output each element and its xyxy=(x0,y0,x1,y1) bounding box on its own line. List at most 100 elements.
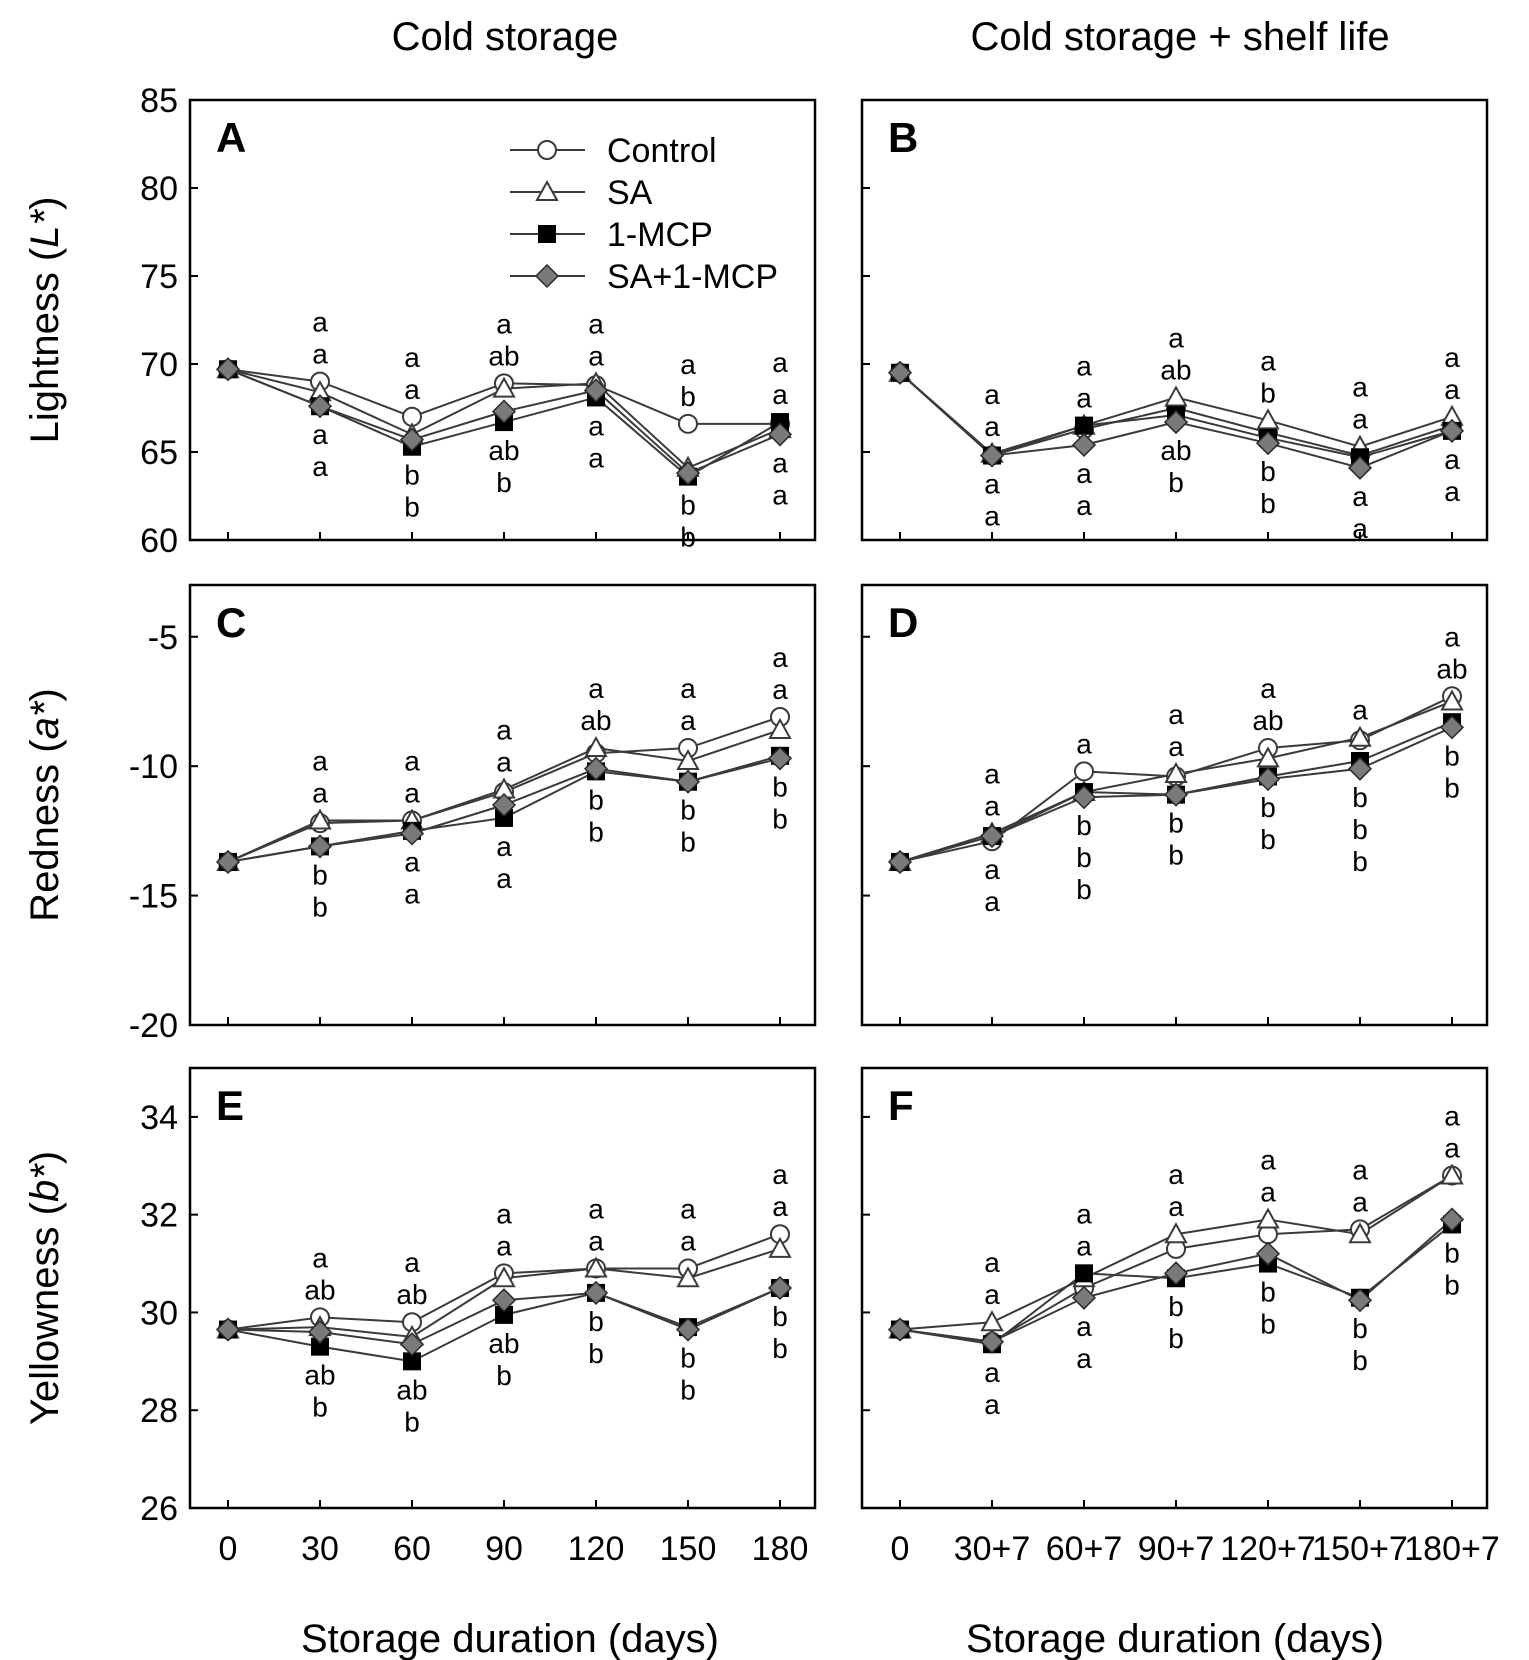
panel-a-sa-1-mcp-point-0 xyxy=(215,357,241,382)
panel-c-letter-below-2-0: a xyxy=(496,831,512,862)
panel-b-sa-1-mcp-point-3 xyxy=(1163,410,1189,435)
y-axis-label-redness-var: a* xyxy=(23,700,67,739)
panel-c-letter-above-2-1: a xyxy=(496,746,512,777)
panel-c-letter-above-0-1: a xyxy=(312,778,328,809)
panel-b-letter-above-4-0: a xyxy=(1352,372,1368,403)
panel-a-ytick-label-5: 85 xyxy=(140,82,178,120)
panel-f-letter-below-2-0: b xyxy=(1168,1291,1184,1322)
panel-e-sa-1-mcp-point-4 xyxy=(583,1280,609,1305)
panel-f-sa-1-mcp-point-6 xyxy=(1439,1207,1465,1232)
y-axis-label-lightness-text: Lightness ( xyxy=(23,247,67,443)
panel-d-letter-above-3-0: a xyxy=(1260,673,1276,704)
panel-f-sa-point-1 xyxy=(980,1310,1004,1332)
panel-a-letter-below-1-0: b xyxy=(404,460,420,491)
panel-d-letter-below-2-1: b xyxy=(1168,840,1184,871)
panel-e-sa-1-mcp-point-3 xyxy=(491,1288,517,1313)
panel-d-sa-1-mcp-point-4 xyxy=(1255,767,1281,792)
panel-c-letter-above-3-0: a xyxy=(588,673,604,704)
panel-e-xtick-label-6: 180 xyxy=(752,1530,809,1568)
panel-a-sa-point-3 xyxy=(492,376,516,398)
panel-e-sa-1-mcp-point-6 xyxy=(767,1275,793,1301)
panel-a-control-point-5 xyxy=(678,413,698,434)
panel-c-sa-1-mcp-point-0 xyxy=(215,849,241,875)
panel-c-letter-below-2-1: a xyxy=(496,863,512,894)
panel-a-sa-1-mcp-point-6 xyxy=(767,422,793,447)
panel-c-letter-below-0-0: b xyxy=(312,859,328,890)
panel-c-ytick-label-2: -10 xyxy=(129,748,178,786)
panel-e-letter-below-0-0: ab xyxy=(304,1360,335,1391)
panel-legend-control-point-legend xyxy=(537,140,557,160)
column-title-cold-storage-shelf-life: Cold storage + shelf life xyxy=(970,15,1389,59)
panel-a-sa-1-mcp-point-2 xyxy=(399,427,425,452)
panel-a-sa-1-mcp-point-5 xyxy=(675,461,701,486)
panel-f-letter-below-5-1: b xyxy=(1444,1269,1460,1300)
panel-a-ytick-label-3: 75 xyxy=(140,258,178,296)
panel-b-letter-below-5-1: a xyxy=(1444,476,1460,507)
panel-f-letter-above-4-0: a xyxy=(1352,1154,1368,1185)
panel-b-sa-1-mcp-point-1 xyxy=(979,443,1005,468)
panel-f-letter-below-1-0: a xyxy=(1076,1311,1092,1342)
panel-f-letter-above-3-1: a xyxy=(1260,1177,1276,1208)
panel-c-sa-1-mcp-point-5 xyxy=(675,769,701,794)
panel-a-letter-above-2-0: a xyxy=(496,308,512,339)
panel-d-letter-below-5-1: b xyxy=(1444,772,1460,803)
panel-a-letter-below-5-0: a xyxy=(772,447,788,478)
panel-a-ytick-label-4: 80 xyxy=(140,170,178,208)
panel-b-letter-above-5-1: a xyxy=(1444,374,1460,405)
panel-d-letter-below-3-0: b xyxy=(1260,792,1276,823)
panel-f-letter-above-3-0: a xyxy=(1260,1145,1276,1176)
panel-f-letter-below-3-0: b xyxy=(1260,1277,1276,1308)
panel-c-letter-below-1-1: a xyxy=(404,878,420,909)
panel-d-sa-1-mcp-point-3 xyxy=(1163,782,1189,807)
panel-b-letter-below-3-0: b xyxy=(1260,456,1276,487)
panel-b-letter-above-5-0: a xyxy=(1444,342,1460,373)
panel-c-ytick-label-0: -20 xyxy=(129,1007,178,1045)
panel-e-letter-above-5-1: a xyxy=(772,1191,788,1222)
panel-f-letter-above-5-1: a xyxy=(1444,1133,1460,1164)
panel-f-xtick-label-2: 60+7 xyxy=(1046,1530,1123,1568)
panel-b-sa-1-mcp-point-0 xyxy=(887,360,913,385)
panel-e-letter-below-4-0: b xyxy=(680,1343,696,1374)
panel-b-sa-point-4 xyxy=(1256,408,1280,430)
panel-b-letter-above-3-1: b xyxy=(1260,377,1276,408)
panel-e-letter-below-1-1: b xyxy=(404,1406,420,1437)
panel-b-letter-below-2-1: b xyxy=(1168,467,1184,498)
panel-e-letter-below-3-0: b xyxy=(588,1306,604,1337)
y-axis-label-redness-text: Redness ( xyxy=(23,739,67,922)
panel-e-letter-above-2-0: a xyxy=(496,1198,512,1229)
panel-f-sa-point-6 xyxy=(1440,1163,1464,1185)
panel-f-letter-above-2-0: a xyxy=(1168,1159,1184,1190)
panel-b-sa-1-mcp-point-2 xyxy=(1071,432,1097,458)
panel-e-1-mcp-point-3 xyxy=(495,1305,513,1324)
x-axis-label-left: Storage duration (days) xyxy=(301,1617,719,1660)
panel-c-letter-below-0-1: b xyxy=(312,891,328,922)
panel-b-letter-above-3-0: a xyxy=(1260,345,1276,376)
panel-e-xtick-label-4: 120 xyxy=(568,1530,625,1568)
panel-b-letter-below-4-0: a xyxy=(1352,481,1368,512)
panel-e-letter-above-0-1: ab xyxy=(304,1274,335,1305)
panel-b-letter-below-0-1: a xyxy=(984,501,1000,532)
panel-c-sa-point-5 xyxy=(676,748,700,770)
panel-e-xtick-label-2: 60 xyxy=(393,1530,431,1568)
panel-f-letter-below-4-0: b xyxy=(1352,1313,1368,1344)
panel-e-letter-below-5-0: b xyxy=(772,1301,788,1332)
panel-b-letter-below-5-0: a xyxy=(1444,444,1460,475)
panel-e-letter-above-5-0: a xyxy=(772,1159,788,1190)
panel-e-sa-1-mcp-point-0 xyxy=(215,1317,241,1342)
panel-c-letter-below-4-1: b xyxy=(680,827,696,858)
panel-b-letter-above-4-1: a xyxy=(1352,404,1368,435)
panel-d-letter-below-5-0: b xyxy=(1444,740,1460,771)
panel-c-sa-point-6 xyxy=(768,717,792,739)
panel-f-letter-above-0-0: a xyxy=(984,1247,1000,1278)
panel-d-sa-1-mcp-point-1 xyxy=(979,823,1005,849)
panel-b-letter-above-0-1: a xyxy=(984,411,1000,442)
panel-e-letter-above-2-1: a xyxy=(496,1230,512,1261)
panel-a-letter-above-1-0: a xyxy=(404,342,420,373)
panel-f-xtick-label-1: 30+7 xyxy=(954,1530,1031,1568)
panel-e-xtick-label-1: 30 xyxy=(301,1530,339,1568)
panel-d-letter-below-4-0: b xyxy=(1352,782,1368,813)
y-axis-label-yellowness-text: Yellowness ( xyxy=(23,1201,67,1425)
panel-c-letter-below-4-0: b xyxy=(680,795,696,826)
